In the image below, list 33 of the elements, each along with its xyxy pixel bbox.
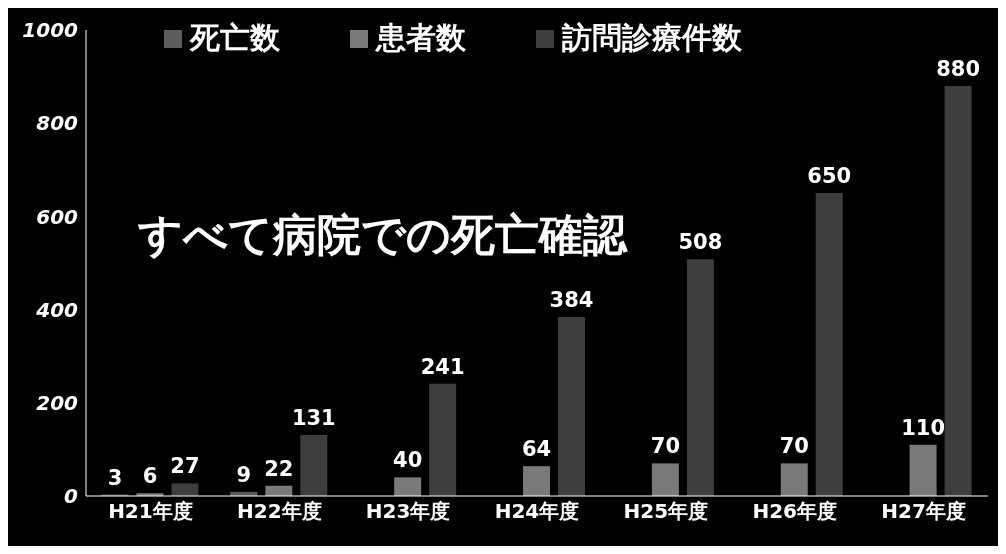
- data-label: 3: [107, 465, 123, 490]
- data-label: 650: [807, 164, 852, 189]
- data-label: 9: [236, 462, 252, 487]
- x-tick-label: H22年度: [237, 499, 322, 524]
- data-label: 70: [650, 434, 681, 459]
- x-tick-label: H27年度: [881, 499, 966, 524]
- annotation: すべて病院での死亡確認: [138, 208, 627, 262]
- x-tick-label: H24年度: [494, 499, 580, 524]
- data-label: 70: [779, 434, 809, 459]
- data-label: 384: [549, 288, 594, 313]
- data-label: 880: [936, 56, 981, 81]
- y-tick-label: 400: [35, 297, 79, 322]
- data-label: 508: [678, 230, 723, 255]
- y-tick-label: 800: [36, 111, 79, 136]
- data-label: 110: [901, 415, 946, 440]
- data-label: 22: [264, 456, 294, 481]
- data-label: 27: [170, 454, 200, 479]
- x-tick-label: H25年度: [623, 499, 709, 524]
- y-tick-label: 600: [36, 204, 79, 229]
- data-label: 241: [420, 354, 465, 379]
- y-tick-label: 200: [36, 390, 79, 415]
- legend-label: 訪問診療件数: [562, 19, 742, 57]
- legend-label: 死亡数: [190, 19, 280, 57]
- data-label: 64: [521, 437, 552, 462]
- data-label: 6: [142, 464, 158, 489]
- legend-label: 患者数: [376, 19, 466, 57]
- y-tick-label: 1000: [22, 18, 79, 43]
- x-tick-label: H21年度: [108, 499, 193, 524]
- x-tick-label: H26年度: [752, 499, 837, 524]
- data-label: 40: [393, 448, 423, 473]
- y-tick-label: 0: [64, 484, 79, 509]
- x-tick-label: H23年度: [365, 499, 451, 524]
- data-label: 131: [291, 405, 336, 430]
